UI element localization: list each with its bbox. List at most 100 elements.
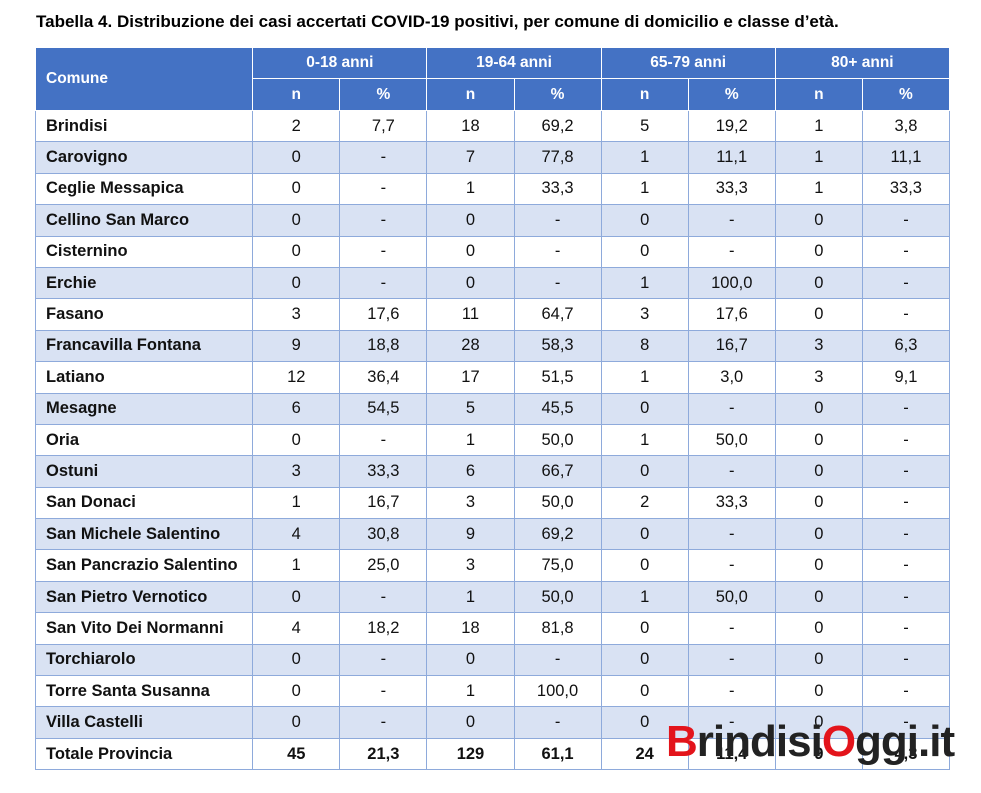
count-cell: 0 [600,204,689,237]
count-cell: 0 [600,392,689,425]
count-cell: 0 [774,423,863,457]
percent-cell: 50,0 [513,486,602,520]
percent-cell: - [861,298,951,331]
percent-cell: 11,1 [687,141,776,174]
percent-cell: - [861,549,951,582]
count-cell: 9 [426,518,515,551]
percent-cell: 33,3 [861,172,951,206]
count-cell: 2 [600,486,689,520]
count-cell: 1 [774,109,863,143]
percent-cell: - [339,172,428,206]
count-cell: 0 [252,266,341,300]
table-row: Brindisi 2 7,7 18 69,2 5 19,2 1 3,8 [34,109,951,143]
percent-cell: 50,0 [513,580,602,614]
percent-cell: 18,8 [339,329,428,363]
comune-name-cell: Ceglie Messapica [34,172,254,206]
comune-name-cell: Cisternino [34,235,254,268]
count-cell: 3 [774,329,863,363]
table-row: San Vito Dei Normanni 4 18,2 18 81,8 0-0- [34,612,951,645]
table-body: Brindisi 2 7,7 18 69,2 5 19,2 1 3,8 Carovigno 0-7 7… [34,109,951,771]
watermark-part: O [821,717,856,766]
percent-cell: 9,1 [861,361,951,394]
comune-name-cell: Francavilla Fontana [34,329,254,363]
comune-name-cell: Torre Santa Susanna [34,675,254,708]
count-cell: 0 [774,455,863,488]
subheader-n: n [426,78,515,111]
percent-cell: 100,0 [513,675,602,708]
count-cell: 1 [600,141,689,174]
table-row: Villa Castelli 0-0-0-0- [34,706,951,739]
count-cell: 1 [252,486,341,520]
percent-cell: 33,3 [513,172,602,206]
percent-cell: 33,3 [687,486,776,520]
percent-cell: - [861,643,951,677]
count-cell: 1 [600,423,689,457]
count-cell: 3 [600,298,689,331]
percent-cell: 77,8 [513,141,602,174]
count-cell: 1 [774,141,863,174]
count-cell: 45 [252,737,341,771]
percent-cell: 16,7 [687,329,776,363]
count-cell: 24 [600,737,689,771]
count-cell: 0 [600,612,689,645]
table-row: Torchiarolo 0-0-0-0- [34,643,951,677]
percent-cell: 51,5 [513,361,602,394]
comune-name-cell: Brindisi [34,109,254,143]
comune-name-cell: San Michele Salentino [34,518,254,551]
table-title: Tabella 4. Distribuzione dei casi accert… [36,12,839,31]
count-cell: 0 [252,235,341,268]
percent-cell: 100,0 [687,266,776,300]
count-cell: 0 [426,235,515,268]
count-cell: 129 [426,737,515,771]
count-cell: 18 [426,109,515,143]
count-cell: 4 [252,518,341,551]
percent-cell: 16,7 [339,486,428,520]
subheader-n: n [252,78,341,111]
table-row: Latiano 12 36,4 17 51,5 1 3,0 3 9,1 [34,361,951,394]
percent-cell: 50,0 [513,423,602,457]
percent-cell: - [687,518,776,551]
percent-cell: - [861,675,951,708]
count-cell: 0 [426,266,515,300]
percent-cell: - [687,235,776,268]
count-cell: 0 [600,518,689,551]
percent-cell: - [861,612,951,645]
count-cell: 0 [774,235,863,268]
subheader-n: n [600,78,689,111]
count-cell: 0 [774,580,863,614]
comune-name-cell: Cellino San Marco [34,204,254,237]
count-cell: 0 [252,580,341,614]
total-row: Totale Provincia 45 21,3 129 61,1 24 11,4 9 4,3 [34,737,951,771]
table-row: San Donaci 1 16,7 3 50,0 2 33,3 0- [34,486,951,520]
percent-cell: 81,8 [513,612,602,645]
percent-cell: - [861,392,951,425]
percent-cell: - [687,549,776,582]
comune-name-cell: San Pancrazio Salentino [34,549,254,582]
percent-cell: 6,3 [861,329,951,363]
percent-cell: - [339,706,428,739]
count-cell: 0 [600,455,689,488]
table-row: San Pietro Vernotico 0-1 50,0 1 50,0 0- [34,580,951,614]
percent-cell: - [513,204,602,237]
count-cell: 0 [600,675,689,708]
percent-cell: - [861,706,951,739]
percent-cell: - [687,204,776,237]
count-cell: 0 [600,549,689,582]
percent-cell: - [339,266,428,300]
comune-name-cell: Fasano [34,298,254,331]
percent-cell: - [861,580,951,614]
count-cell: 1 [426,580,515,614]
count-cell: 7 [426,141,515,174]
subheader-n: n [774,78,863,111]
column-group-65-79: 65-79 anni [600,47,776,79]
comune-name-cell: San Vito Dei Normanni [34,612,254,645]
count-cell: 1 [600,361,689,394]
count-cell: 0 [774,518,863,551]
column-group-19-64: 19-64 anni [426,47,602,79]
brindisioggi-watermark-logo: BrindisiOggi.it [666,717,955,766]
count-cell: 9 [774,737,863,771]
comune-name-cell: San Donaci [34,486,254,520]
count-cell: 0 [252,141,341,174]
count-cell: 3 [252,455,341,488]
percent-cell: 7,7 [339,109,428,143]
